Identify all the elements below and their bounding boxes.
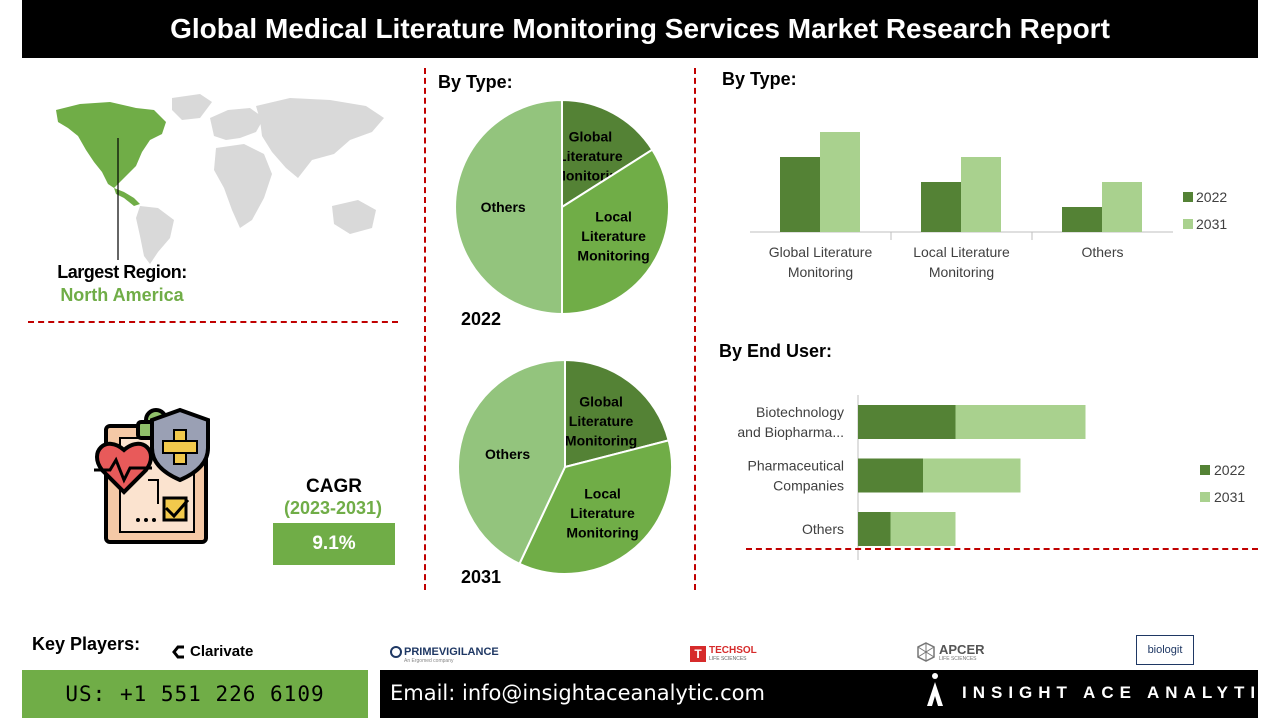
logo-techsol-text: TECHSOL [709, 645, 757, 656]
x-tick-label-local-literature-monitoring: Local Literature Monitoring [913, 244, 1010, 280]
logo-primevigilance: PRIMEVIGILANCE An Ergomed company [390, 646, 499, 664]
y-tick-label-others: Others [802, 521, 844, 537]
logo-apcer-text: APCER [939, 641, 985, 657]
pie-slice-others [457, 358, 566, 566]
divider-right [746, 548, 1258, 550]
pie-slice-local-literature-monitoring [561, 148, 670, 316]
pie-label-local-literature-monitoring: Local Literature Monitoring [566, 485, 638, 540]
logo-clarivate-text: Clarivate [190, 643, 254, 660]
key-players-label: Key Players: [32, 634, 141, 654]
pie-section-title: By Type: [438, 72, 513, 92]
logo-apcer-sub: LIFE SCIENCES [939, 655, 977, 662]
medical-report-icon [94, 407, 210, 544]
clarivate-icon [172, 645, 184, 658]
largest-region-label: Largest Region: [57, 262, 187, 282]
map-north-america [56, 102, 166, 188]
cagr-label: CAGR [306, 476, 362, 497]
cagr-period: (2023-2031) [283, 498, 383, 518]
legend-label-2031: 2031 [1196, 216, 1227, 232]
logo-apcer: APCER LIFE SCIENCES [917, 642, 985, 662]
bar-type-title: By Type: [722, 69, 797, 89]
bar-local-literature-monitoring-2022 [921, 182, 961, 232]
divider-vertical-1 [424, 68, 426, 590]
pie-label-others: Others [481, 199, 526, 215]
logo-biologit: biologit [1136, 635, 1194, 665]
legend-swatch-2031 [1200, 492, 1210, 502]
report-title: Global Medical Literature Monitoring Ser… [22, 0, 1258, 58]
map-central-america [114, 188, 140, 206]
legend-swatch-2031 [1183, 219, 1193, 229]
x-tick-label-global-literature-monitoring: Global Literature Monitoring [769, 244, 873, 280]
divider-left [28, 321, 398, 323]
apcer-icon [917, 642, 935, 662]
map-asia [256, 98, 384, 178]
bar-global-literature-monitoring-2031 [820, 132, 860, 232]
logo-primevigilance-sub: An Ergomed company [404, 658, 454, 664]
bar-pharmaceutical-companies-2022 [858, 458, 923, 493]
legend-swatch-2022 [1200, 465, 1210, 475]
map-africa [214, 144, 272, 228]
footer-bar [380, 670, 1258, 718]
bar-others-2031 [890, 512, 956, 546]
bar-local-literature-monitoring-2031 [961, 157, 1001, 232]
bar-global-literature-monitoring-2022 [780, 157, 820, 232]
largest-region-value: North America [60, 285, 184, 305]
email-address[interactable]: Email: info@insightaceanalytic.com [390, 681, 765, 705]
bar-pharmaceutical-companies-2031 [923, 458, 1021, 493]
bar-chart-by-end-user: Biotechnology and Biopharma... Pharmaceuti… [737, 395, 1245, 560]
pie-label-others: Others [485, 446, 530, 462]
x-tick-label-others: Others [1081, 244, 1123, 260]
pie-slice-global-literature-monitoring [564, 358, 670, 469]
pie-chart-2031: Global Literature Monitoring Local Literatur… [457, 358, 673, 575]
cagr-value: 9.1% [273, 523, 395, 565]
bar-biotechnology-and-biopharma-2031 [955, 405, 1086, 439]
pie-slice-local-literature-monitoring [518, 439, 673, 575]
legend-label-2031: 2031 [1214, 489, 1245, 505]
y-tick-label-biotechnology-and-biopharma: Biotechnology and Biopharma... [737, 404, 844, 440]
bar-end-user-title: By End User: [719, 341, 833, 361]
primevigilance-icon [390, 646, 402, 658]
brand-name: INSIGHT ACE ANALYTIC [962, 683, 1280, 702]
bar-biotechnology-and-biopharma-2022 [858, 405, 956, 439]
map-australia [332, 200, 376, 234]
pie-label-global-literature-monitoring: Global Literature Monitoring [565, 393, 637, 448]
pie-label-local-literature-monitoring: Local Literature Monitoring [577, 208, 649, 263]
bar-others-2031 [1102, 182, 1142, 232]
world-map [56, 94, 384, 264]
pie-slice-global-literature-monitoring [561, 98, 654, 209]
bar-chart-by-type: Global Literature Monitoring Local Literat… [750, 132, 1227, 280]
phone-number: US: +1 551 226 6109 [22, 670, 368, 718]
map-europe [210, 108, 264, 140]
map-south-america [136, 206, 174, 264]
brand-logo-icon [927, 673, 943, 706]
bar-others-2022 [1062, 207, 1102, 232]
legend-swatch-2022 [1183, 192, 1193, 202]
pie-2031-year-label: 2031 [461, 567, 502, 587]
legend-label-2022: 2022 [1196, 189, 1227, 205]
logo-techsol: T TECHSOL LIFE SCIENCES [690, 646, 757, 662]
map-greenland [172, 94, 212, 120]
logo-primevigilance-text: PRIMEVIGILANCE [404, 646, 499, 658]
pie-2022-year-label: 2022 [461, 309, 502, 329]
logo-biologit-text: biologit [1147, 644, 1183, 656]
techsol-icon: T [690, 646, 706, 662]
pie-slice-others [454, 98, 563, 316]
divider-vertical-2 [694, 68, 696, 590]
y-tick-label-pharmaceutical-companies: Pharmaceutical Companies [748, 458, 845, 494]
bar-others-2022 [858, 512, 891, 546]
legend-label-2022: 2022 [1214, 462, 1245, 478]
logo-clarivate: Clarivate [172, 643, 253, 660]
logo-techsol-sub: LIFE SCIENCES [709, 656, 747, 662]
